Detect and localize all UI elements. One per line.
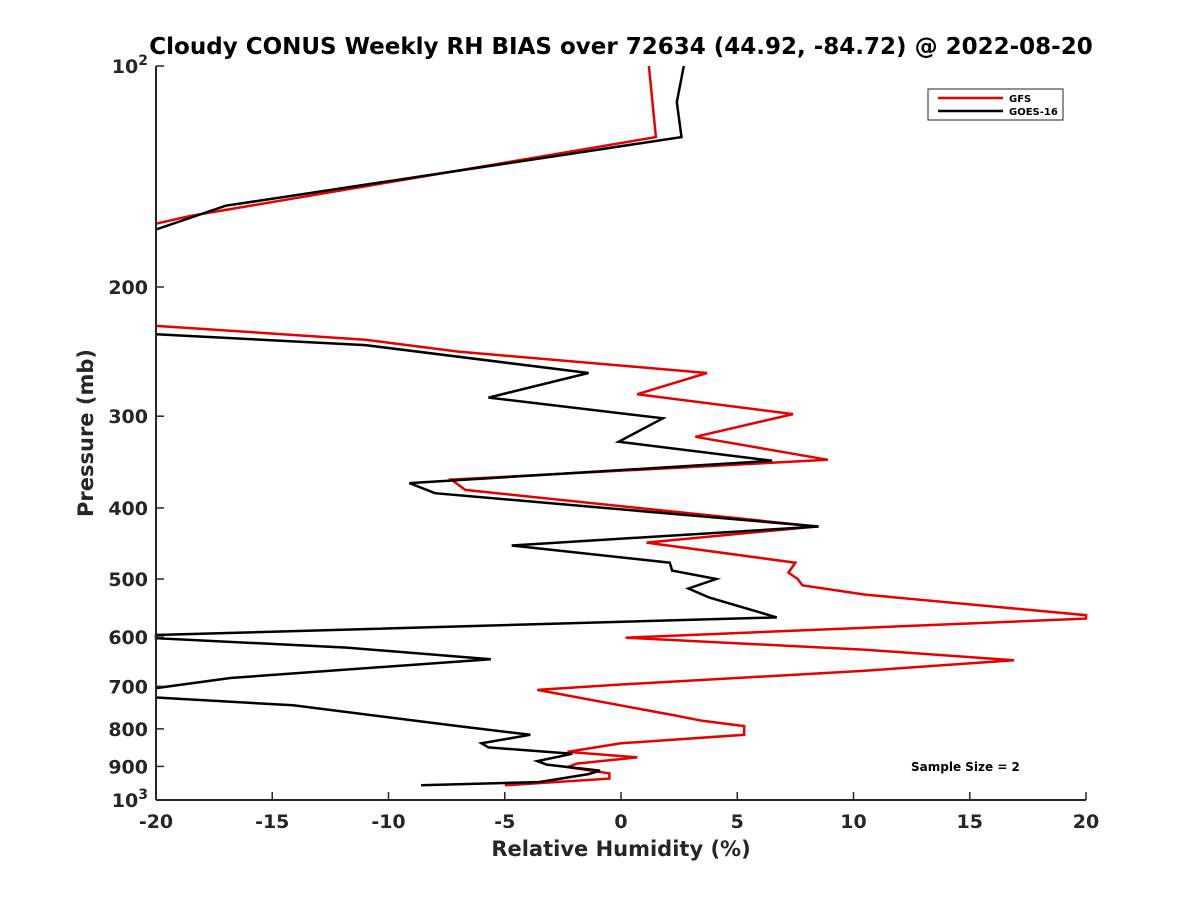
y-tick-label: 200	[108, 277, 148, 299]
series-line-goes16	[154, 65, 819, 787]
y-tick-label: 102	[112, 53, 148, 78]
x-axis-label: Relative Humidity (%)	[491, 837, 750, 861]
x-tick-label: 0	[614, 811, 627, 833]
sample-size-annotation: Sample Size = 2	[911, 760, 1020, 774]
x-ticks: -20 -15 -10 -5 0 5 10 15 20	[139, 792, 1099, 833]
y-tick-label: 400	[108, 498, 148, 520]
x-tick-label: 5	[731, 811, 744, 833]
x-tick-label: -5	[494, 811, 515, 833]
x-tick-label: 15	[957, 811, 983, 833]
y-tick-label: 103	[112, 787, 148, 812]
y-tick-label: 500	[108, 569, 148, 591]
y-tick-label: 700	[108, 676, 148, 698]
x-tick-label: 20	[1073, 811, 1099, 833]
y-tick-label: 800	[108, 719, 148, 741]
y-tick-label: 600	[108, 627, 148, 649]
legend-label-goes16: GOES-16	[1009, 107, 1058, 118]
series-group	[154, 65, 1088, 787]
legend: GFS GOES-16	[927, 88, 1064, 121]
legend-box	[927, 88, 1064, 121]
y-ticks: 102 200 300 400 500 600 700 800 900 103	[108, 53, 164, 812]
x-tick-label: 10	[840, 811, 866, 833]
y-tick-label: 900	[108, 756, 148, 778]
x-tick-label: -15	[255, 811, 289, 833]
legend-label-gfs: GFS	[1009, 94, 1031, 105]
x-tick-label: -20	[139, 811, 173, 833]
y-axis-label: Pressure (mb)	[74, 349, 98, 517]
y-tick-label: 300	[108, 406, 148, 428]
chart-title: Cloudy CONUS Weekly RH BIAS over 72634 (…	[149, 34, 1092, 60]
x-tick-label: -10	[371, 811, 405, 833]
